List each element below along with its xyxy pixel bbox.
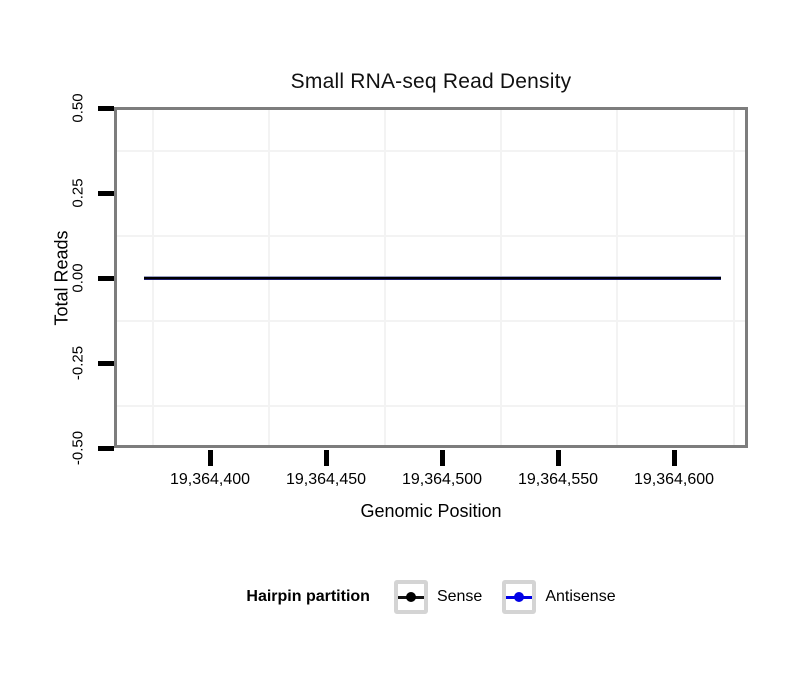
y-tick-mark [98, 191, 114, 196]
plot-panel [114, 107, 748, 448]
x-axis-title: Genomic Position [360, 501, 502, 521]
legend-label-antisense: Antisense [545, 588, 616, 605]
x-tick-mark [440, 450, 445, 466]
gridline-minor-h [117, 150, 745, 152]
antisense-point-swatch-icon [514, 592, 525, 602]
legend-key-sense [393, 580, 428, 614]
x-tick-label: 19,364,450 [285, 471, 367, 488]
x-tick-label: 19,364,600 [633, 471, 715, 488]
x-tick-mark [672, 450, 677, 466]
y-tick-label: 0.25 [69, 178, 87, 208]
legend-title: Hairpin partition [246, 588, 370, 605]
sense-point-swatch-icon [405, 592, 416, 602]
y-tick-label: 0.50 [69, 93, 87, 123]
data-line-sense-antisense [144, 276, 721, 280]
y-tick-mark [98, 106, 114, 111]
y-tick-mark [98, 276, 114, 281]
y-tick-label: -0.50 [69, 430, 87, 466]
x-tick-label: 19,364,550 [517, 471, 599, 488]
y-axis-title: Total Reads [51, 230, 72, 326]
x-tick-label: 19,364,500 [401, 471, 483, 488]
legend: Hairpin partition Sense Antisense [114, 580, 748, 614]
chart-title: Small RNA-seq Read Density [290, 70, 572, 93]
y-tick-mark [98, 361, 114, 366]
gridline-minor-h [117, 320, 745, 322]
legend-label-sense: Sense [436, 588, 483, 605]
gridline-minor-h [117, 405, 745, 407]
y-tick-mark [98, 446, 114, 451]
x-tick-mark [556, 450, 561, 466]
x-tick-mark [324, 450, 329, 466]
gridline-minor-v [733, 110, 735, 445]
y-tick-label: -0.25 [69, 345, 87, 381]
gridline-minor-h [117, 235, 745, 237]
x-tick-mark [208, 450, 213, 466]
x-tick-label: 19,364,400 [169, 471, 251, 488]
legend-key-antisense [502, 580, 537, 614]
